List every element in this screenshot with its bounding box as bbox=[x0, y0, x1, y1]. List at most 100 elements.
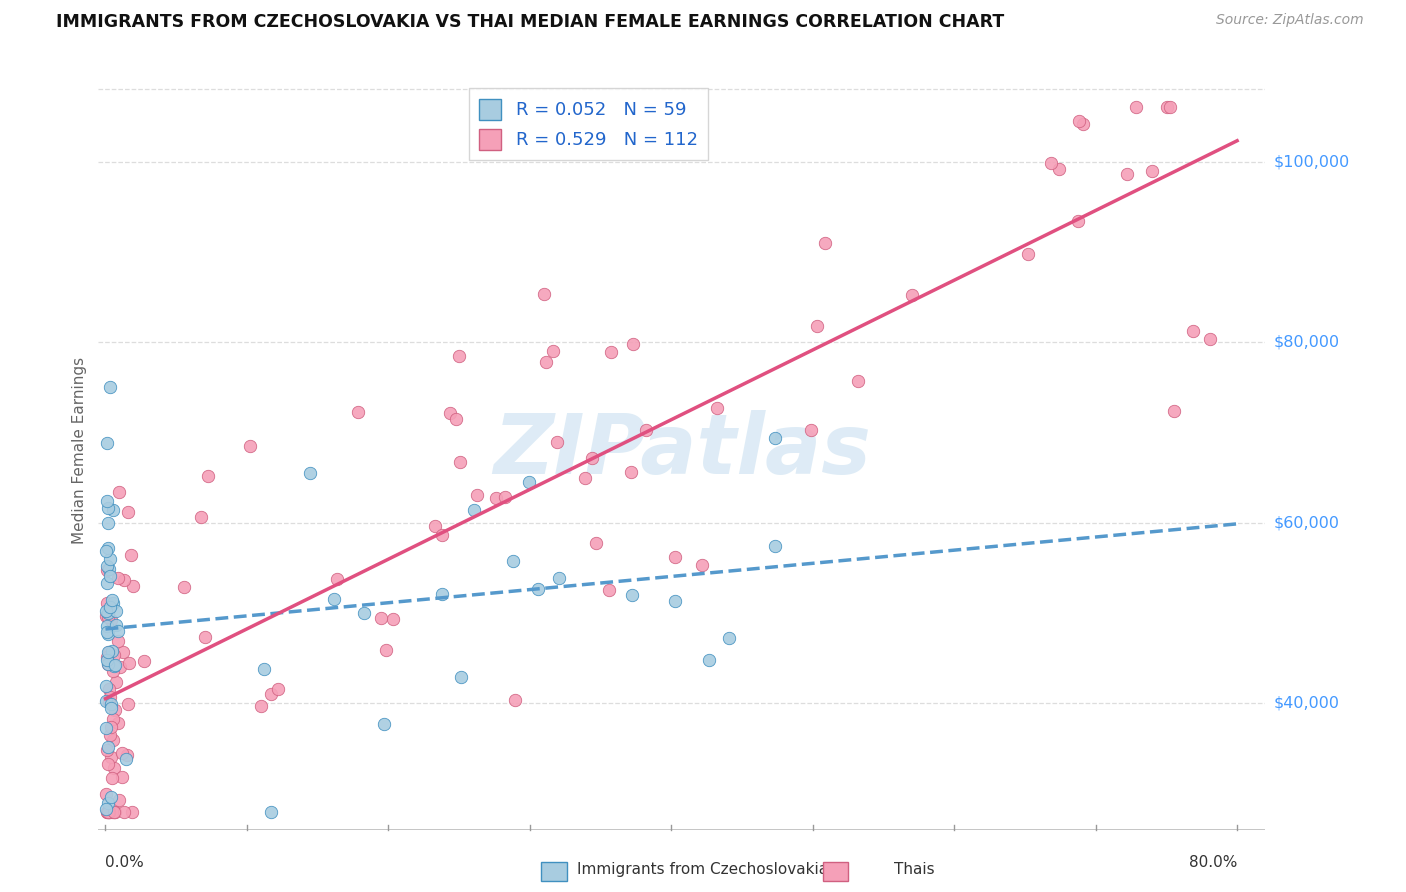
Point bbox=[96, 596, 118, 610]
Point bbox=[100, 720, 122, 734]
Point bbox=[1047, 161, 1070, 176]
Point bbox=[96, 493, 118, 508]
Text: $40,000: $40,000 bbox=[1274, 696, 1340, 711]
Point bbox=[97, 602, 120, 616]
Point bbox=[97, 500, 120, 515]
Point bbox=[100, 613, 122, 627]
Point bbox=[1163, 404, 1185, 418]
Point bbox=[112, 645, 135, 659]
Point bbox=[846, 375, 869, 389]
Point bbox=[96, 722, 118, 736]
Point bbox=[94, 608, 117, 623]
Point bbox=[98, 600, 121, 615]
Point bbox=[423, 519, 446, 533]
Point bbox=[105, 604, 128, 618]
Point bbox=[97, 645, 120, 659]
Point bbox=[97, 541, 120, 556]
Point bbox=[484, 491, 506, 506]
Point bbox=[190, 509, 212, 524]
Point bbox=[117, 505, 139, 519]
Point bbox=[97, 757, 120, 772]
Point bbox=[543, 344, 565, 359]
Point bbox=[1017, 247, 1039, 261]
Point bbox=[98, 690, 121, 704]
Point bbox=[101, 502, 124, 516]
Point bbox=[98, 695, 121, 709]
Point bbox=[110, 659, 132, 673]
Point bbox=[97, 805, 120, 819]
Text: IMMIGRANTS FROM CZECHOSLOVAKIA VS THAI MEDIAN FEMALE EARNINGS CORRELATION CHART: IMMIGRANTS FROM CZECHOSLOVAKIA VS THAI M… bbox=[56, 13, 1004, 31]
Point bbox=[533, 286, 555, 301]
Point bbox=[104, 618, 127, 632]
Point bbox=[104, 658, 127, 673]
Point bbox=[101, 771, 124, 785]
Point bbox=[117, 697, 139, 711]
Point bbox=[121, 579, 143, 593]
Text: $60,000: $60,000 bbox=[1274, 516, 1340, 530]
Point bbox=[763, 431, 786, 445]
Point bbox=[706, 401, 728, 415]
Point bbox=[96, 694, 118, 708]
Point bbox=[97, 645, 120, 659]
Point bbox=[115, 747, 138, 762]
Point bbox=[430, 528, 453, 542]
Point bbox=[107, 624, 129, 638]
Point bbox=[104, 703, 127, 717]
Point bbox=[664, 594, 686, 608]
Point bbox=[1069, 114, 1091, 128]
Point bbox=[96, 653, 118, 667]
Point bbox=[347, 405, 370, 419]
Point bbox=[96, 802, 118, 816]
Point bbox=[527, 582, 550, 597]
Point bbox=[574, 471, 596, 485]
Point bbox=[98, 805, 121, 819]
Point bbox=[267, 681, 290, 696]
Point bbox=[800, 423, 823, 437]
Point bbox=[103, 648, 125, 662]
Text: $80,000: $80,000 bbox=[1274, 334, 1340, 350]
Point bbox=[108, 793, 131, 807]
Point bbox=[96, 563, 118, 577]
Point bbox=[96, 619, 118, 633]
Point bbox=[1156, 100, 1178, 114]
Point bbox=[104, 805, 127, 819]
Point bbox=[598, 582, 620, 597]
Point bbox=[103, 596, 125, 610]
Point bbox=[97, 562, 120, 576]
Point bbox=[600, 344, 623, 359]
Point bbox=[1198, 333, 1220, 347]
Point bbox=[636, 423, 658, 437]
Point bbox=[96, 650, 118, 665]
Point bbox=[502, 554, 524, 568]
Point bbox=[103, 761, 125, 775]
Point bbox=[1159, 100, 1181, 114]
Point bbox=[323, 592, 346, 607]
Point bbox=[100, 701, 122, 715]
Text: Immigrants from Czechoslovakia: Immigrants from Czechoslovakia bbox=[578, 863, 828, 877]
Point bbox=[1182, 324, 1205, 338]
Point bbox=[100, 728, 122, 742]
Point bbox=[97, 657, 120, 672]
Point bbox=[1039, 156, 1062, 170]
Point bbox=[97, 657, 120, 671]
Point bbox=[1140, 164, 1163, 178]
Point bbox=[112, 573, 135, 587]
Point bbox=[97, 805, 120, 819]
Point bbox=[450, 670, 472, 684]
Point bbox=[115, 752, 138, 766]
Point bbox=[173, 580, 195, 594]
Point bbox=[430, 587, 453, 601]
Point bbox=[260, 687, 283, 701]
Point bbox=[105, 675, 128, 690]
Point bbox=[585, 536, 607, 550]
Text: Thais: Thais bbox=[894, 863, 934, 877]
Point bbox=[97, 681, 120, 696]
Text: $100,000: $100,000 bbox=[1274, 154, 1350, 169]
Point bbox=[98, 380, 121, 394]
Point bbox=[463, 503, 485, 517]
Point bbox=[444, 412, 467, 426]
Point bbox=[1067, 214, 1090, 228]
Point bbox=[120, 548, 142, 562]
Point bbox=[96, 805, 118, 819]
Point bbox=[374, 643, 396, 657]
